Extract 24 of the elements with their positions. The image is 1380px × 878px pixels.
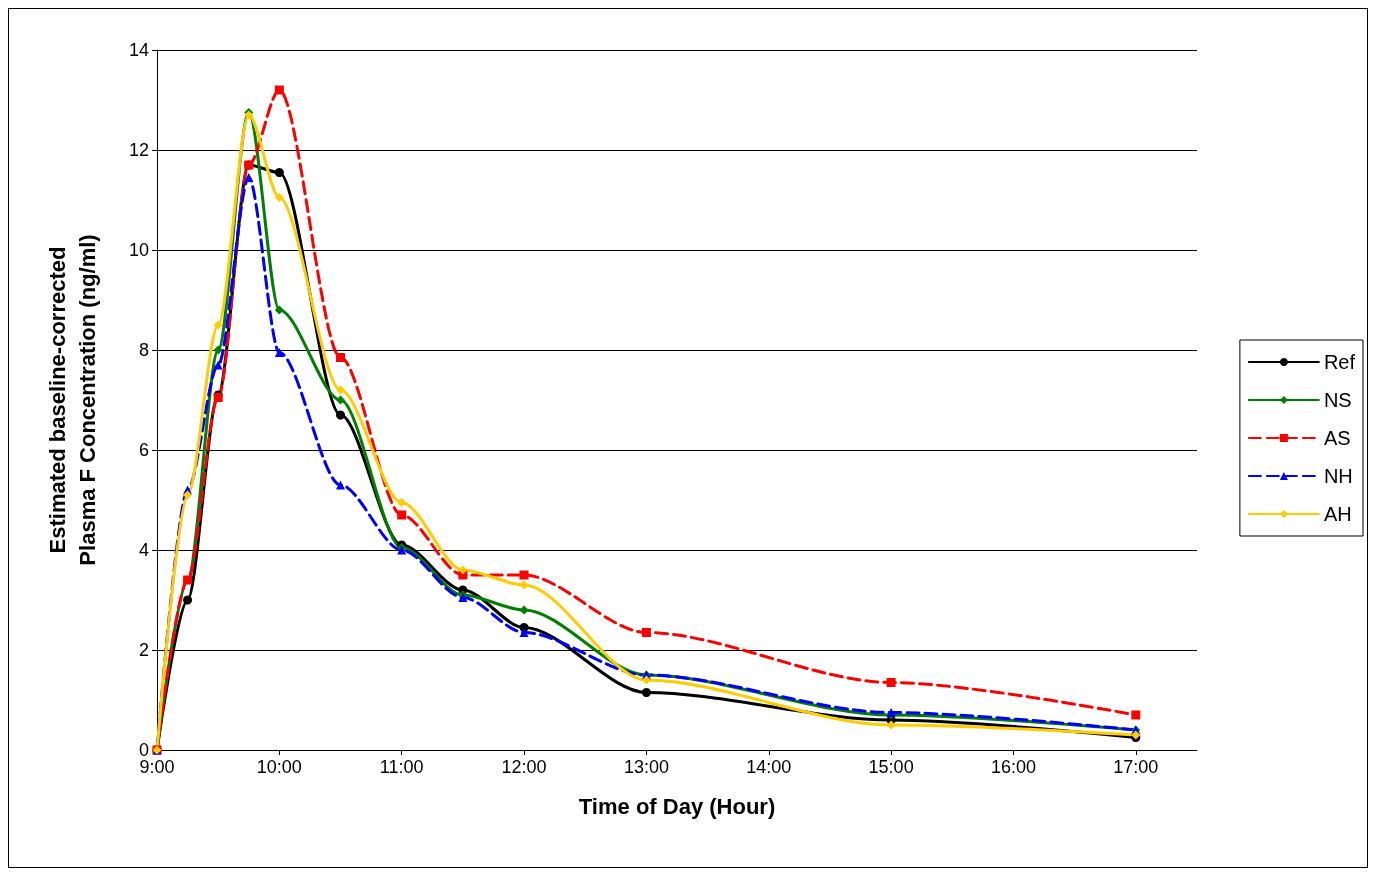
legend-label: AH [1323,503,1352,525]
x-tick-label: 13:00 [623,757,669,777]
legend-label: NS [1323,389,1352,411]
y-tick-label: 12 [128,140,149,160]
legend-label: AS [1323,427,1351,449]
x-tick-label: 14:00 [746,757,792,777]
y-axis-title: Estimated baseline-corrected Plasma F Concentration (ng/ml) [44,234,100,566]
legend-label: Ref [1323,351,1356,373]
x-tick-label: 12:00 [501,757,547,777]
x-tick-label: 15:00 [868,757,914,777]
y-tick-label: 8 [138,340,149,360]
y-tick-label: 10 [128,240,149,260]
x-tick-label: 17:00 [1113,757,1159,777]
x-tick-label: 9:00 [139,757,175,777]
legend-label: NH [1323,465,1353,487]
y-tick-label: 6 [138,440,149,460]
x-tick-label: 11:00 [379,757,424,777]
y-tick-label: 4 [138,540,149,560]
x-tick-label: 10:00 [256,757,302,777]
y-tick-label: 2 [138,640,149,660]
x-tick-label: 16:00 [990,757,1036,777]
x-axis-title: Time of Day (Hour) [578,793,776,819]
y-tick-label: 14 [128,40,149,60]
y-tick-label: 0 [138,740,149,760]
